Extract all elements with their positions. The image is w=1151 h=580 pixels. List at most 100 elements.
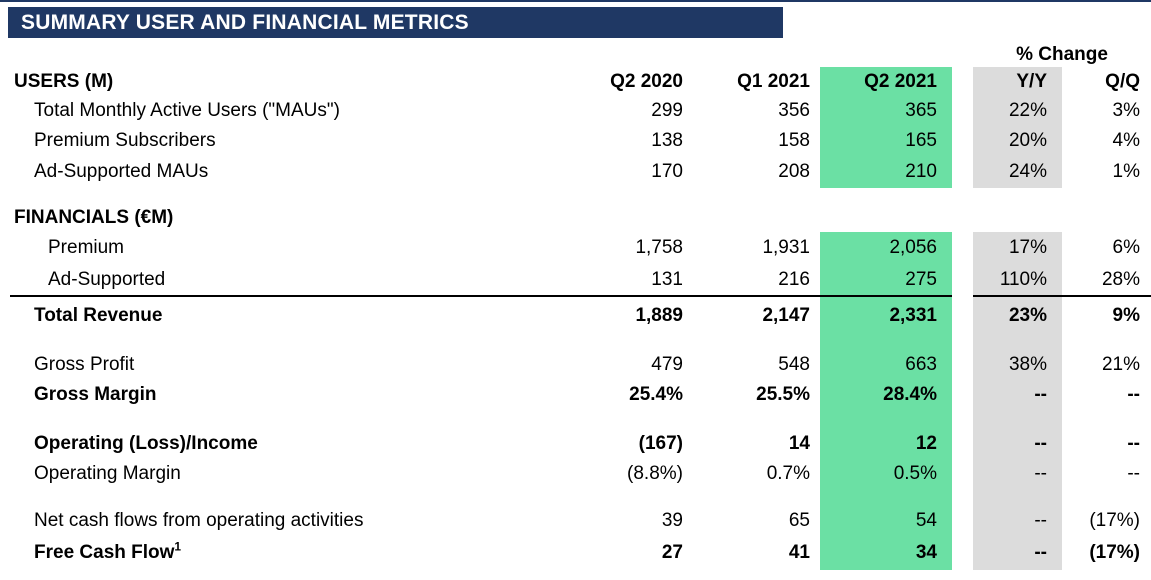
value-yy: 24% — [973, 155, 1062, 188]
value-q2-2020: 131 — [570, 264, 693, 297]
value-q2-2020: 138 — [651, 129, 683, 151]
value-q2-2021: 663 — [820, 350, 952, 380]
section-label-financials: FINANCIALS (€M) — [14, 207, 174, 228]
table-row-free-cash-flow: Free Cash Flow1 27 41 34 -- (17%) — [10, 536, 1151, 570]
value-q2-2021: 365 — [820, 96, 952, 126]
value-qq: (17%) — [1089, 542, 1141, 563]
value-q2-2021: 34 — [820, 536, 952, 570]
value-yy: 110% — [973, 264, 1062, 297]
table-row-gross-margin: Gross Margin 25.4% 25.5% 28.4% -- -- — [10, 380, 1151, 409]
metric-label: Operating Margin — [34, 462, 181, 484]
value-qq: -- — [1127, 462, 1141, 484]
metric-label: Premium Subscribers — [34, 129, 216, 151]
col-header-q1-2021: Q1 2021 — [737, 70, 810, 92]
value-q2-2020: 27 — [661, 542, 683, 563]
col-header-qq: Q/Q — [1105, 70, 1141, 92]
value-q1-2021: 0.7% — [766, 462, 810, 484]
value-q2-2020: (167) — [638, 433, 683, 454]
pct-change-header-row: % Change — [10, 43, 1151, 67]
spacer-row — [10, 188, 1151, 204]
metric-label: Premium — [48, 237, 125, 258]
value-yy: 38% — [973, 350, 1062, 380]
value-q2-2020: 299 — [651, 100, 683, 121]
value-q1-2021: 2,147 — [762, 305, 810, 326]
value-q2-2021: 28.4% — [820, 380, 952, 409]
top-divider-rule — [0, 0, 1151, 2]
value-q2-2021: 54 — [820, 506, 952, 536]
value-q1-2021: 25.5% — [756, 383, 810, 405]
value-q2-2020: 170 — [651, 160, 683, 182]
metric-label: Gross Profit — [34, 354, 135, 375]
value-q1-2021: 65 — [788, 510, 810, 531]
value-q1-2021: 1,931 — [762, 237, 810, 258]
metric-label: Operating (Loss)/Income — [34, 433, 258, 454]
value-q2-2020: 39 — [661, 510, 683, 531]
pct-change-header: % Change — [1016, 44, 1108, 65]
value-q2-2021: 210 — [820, 155, 952, 188]
value-q2-2021: 275 — [820, 264, 952, 297]
value-yy: -- — [973, 459, 1062, 488]
value-yy: 23% — [973, 296, 1062, 335]
col-header-q2-2020: Q2 2020 — [610, 70, 683, 92]
value-q1-2021: 158 — [778, 129, 810, 151]
value-yy: -- — [973, 429, 1062, 459]
metric-label: Net cash flows from operating activities — [34, 510, 364, 531]
col-header-q2-2021: Q2 2021 — [820, 67, 952, 96]
spacer-row — [10, 335, 1151, 350]
footnote-marker: 1 — [174, 539, 182, 554]
section-header-financials-row: FINANCIALS (€M) — [10, 204, 1151, 232]
table-row-premium-revenue: Premium 1,758 1,931 2,056 17% 6% — [10, 232, 1151, 264]
value-qq: 1% — [1112, 160, 1141, 182]
table-row-premium-subscribers: Premium Subscribers 138 158 165 20% 4% — [10, 126, 1151, 155]
value-qq: 3% — [1112, 100, 1141, 121]
col-header-yy: Y/Y — [973, 67, 1062, 96]
value-yy: 22% — [973, 96, 1062, 126]
value-q2-2020: 479 — [651, 354, 683, 375]
table-row-operating-income: Operating (Loss)/Income (167) 14 12 -- -… — [10, 429, 1151, 459]
value-qq: 28% — [1062, 264, 1151, 297]
section-label-users: USERS (M) — [14, 70, 114, 92]
value-q1-2021: 14 — [788, 433, 810, 454]
value-q2-2021: 2,331 — [820, 296, 952, 335]
value-yy: -- — [973, 536, 1062, 570]
value-qq: 9% — [1112, 305, 1141, 326]
value-yy: -- — [973, 380, 1062, 409]
value-q1-2021: 548 — [778, 354, 810, 375]
metric-label: Gross Margin — [34, 383, 157, 405]
page-title: SUMMARY USER AND FINANCIAL METRICS — [21, 11, 469, 34]
table-row-net-cash-flows: Net cash flows from operating activities… — [10, 506, 1151, 536]
metric-label: Ad-Supported MAUs — [34, 160, 209, 182]
value-q2-2021: 165 — [820, 126, 952, 155]
value-q2-2020: 25.4% — [629, 383, 683, 405]
table-row-gross-profit: Gross Profit 479 548 663 38% 21% — [10, 350, 1151, 380]
table-row-operating-margin: Operating Margin (8.8%) 0.7% 0.5% -- -- — [10, 459, 1151, 488]
metric-label: Total Monthly Active Users ("MAUs") — [34, 100, 340, 121]
value-qq: 21% — [1101, 354, 1141, 375]
value-q2-2020: 1,889 — [635, 305, 683, 326]
table-row-total-revenue: Total Revenue 1,889 2,147 2,331 23% 9% — [10, 296, 1151, 335]
value-yy: -- — [973, 506, 1062, 536]
value-q2-2020: (8.8%) — [627, 462, 683, 484]
value-q2-2021: 2,056 — [820, 232, 952, 264]
value-q1-2021: 356 — [778, 100, 810, 121]
spacer-row — [10, 488, 1151, 506]
value-qq: 6% — [1112, 237, 1141, 258]
value-q1-2021: 41 — [788, 542, 810, 563]
value-q1-2021: 208 — [778, 160, 810, 182]
value-qq: 4% — [1112, 129, 1141, 151]
table-row-ad-supported-maus: Ad-Supported MAUs 170 208 210 24% 1% — [10, 155, 1151, 188]
value-yy: 17% — [973, 232, 1062, 264]
section-title-bar: SUMMARY USER AND FINANCIAL METRICS — [8, 7, 783, 38]
column-header-row: USERS (M) Q2 2020 Q1 2021 Q2 2021 Y/Y Q/… — [10, 67, 1151, 96]
metric-label: Total Revenue — [34, 305, 163, 326]
value-qq: -- — [1127, 433, 1141, 454]
value-q1-2021: 216 — [693, 264, 820, 297]
value-qq: -- — [1127, 383, 1141, 405]
value-q2-2021: 12 — [820, 429, 952, 459]
value-q2-2021: 0.5% — [820, 459, 952, 488]
table-row-maus: Total Monthly Active Users ("MAUs") 299 … — [10, 96, 1151, 126]
metric-label: Free Cash Flow1 — [34, 539, 182, 563]
table-row-ad-supported-revenue: Ad-Supported 131 216 275 110% 28% — [10, 264, 1151, 297]
value-yy: 20% — [973, 126, 1062, 155]
metric-label: Ad-Supported — [10, 264, 570, 297]
